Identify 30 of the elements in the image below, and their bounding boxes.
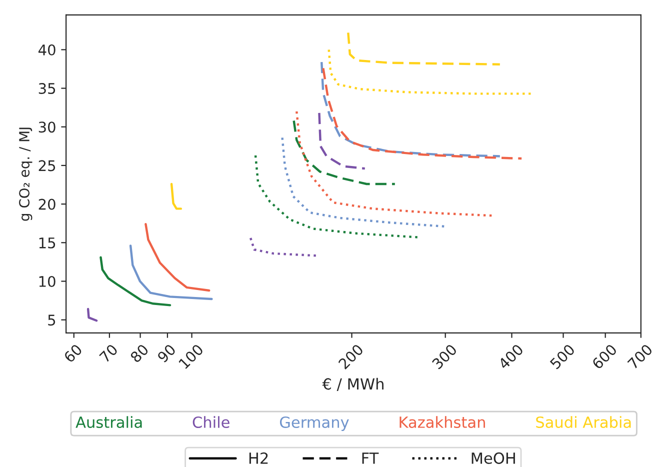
y-tick-label: 25 <box>38 160 56 172</box>
x-tick-label: 90 <box>156 344 176 364</box>
text: Chile <box>192 416 230 428</box>
text: FT <box>362 452 379 464</box>
y-tick-label: 20 <box>38 198 56 210</box>
y-tick-label: 10 <box>39 276 56 287</box>
x-tick-label: 80 <box>130 344 150 364</box>
x-tick-label: 500 <box>549 344 576 370</box>
y-tick-label: 30 <box>38 122 56 133</box>
text: Germany <box>280 416 349 431</box>
x-tick-label: 200 <box>338 344 364 370</box>
y-tick-label: 15 <box>39 238 56 248</box>
text: MeOH <box>472 452 515 464</box>
text: Australia <box>76 416 142 428</box>
line-series <box>318 112 366 170</box>
y-tick-label: 5 <box>48 314 56 326</box>
x-axis-title: € / MWh <box>322 378 384 391</box>
text: Kazakhstan <box>400 416 485 428</box>
text: H2 <box>249 452 268 464</box>
x-tick-label: 100 <box>178 344 204 370</box>
x-tick-label: 60 <box>63 344 83 364</box>
y-tick-label: 40 <box>38 44 56 56</box>
y-tick-label: 35 <box>38 82 56 94</box>
x-tick-label: 600 <box>591 344 618 370</box>
text: Saudi Arabia <box>536 416 631 428</box>
x-tick-label: 300 <box>431 344 458 370</box>
x-tick-label: 70 <box>98 344 118 363</box>
x-tick-label: 400 <box>498 344 524 370</box>
x-tick-label: 700 <box>627 344 654 370</box>
y-axis-title: g CO₂ eq. / MJ <box>19 128 32 221</box>
